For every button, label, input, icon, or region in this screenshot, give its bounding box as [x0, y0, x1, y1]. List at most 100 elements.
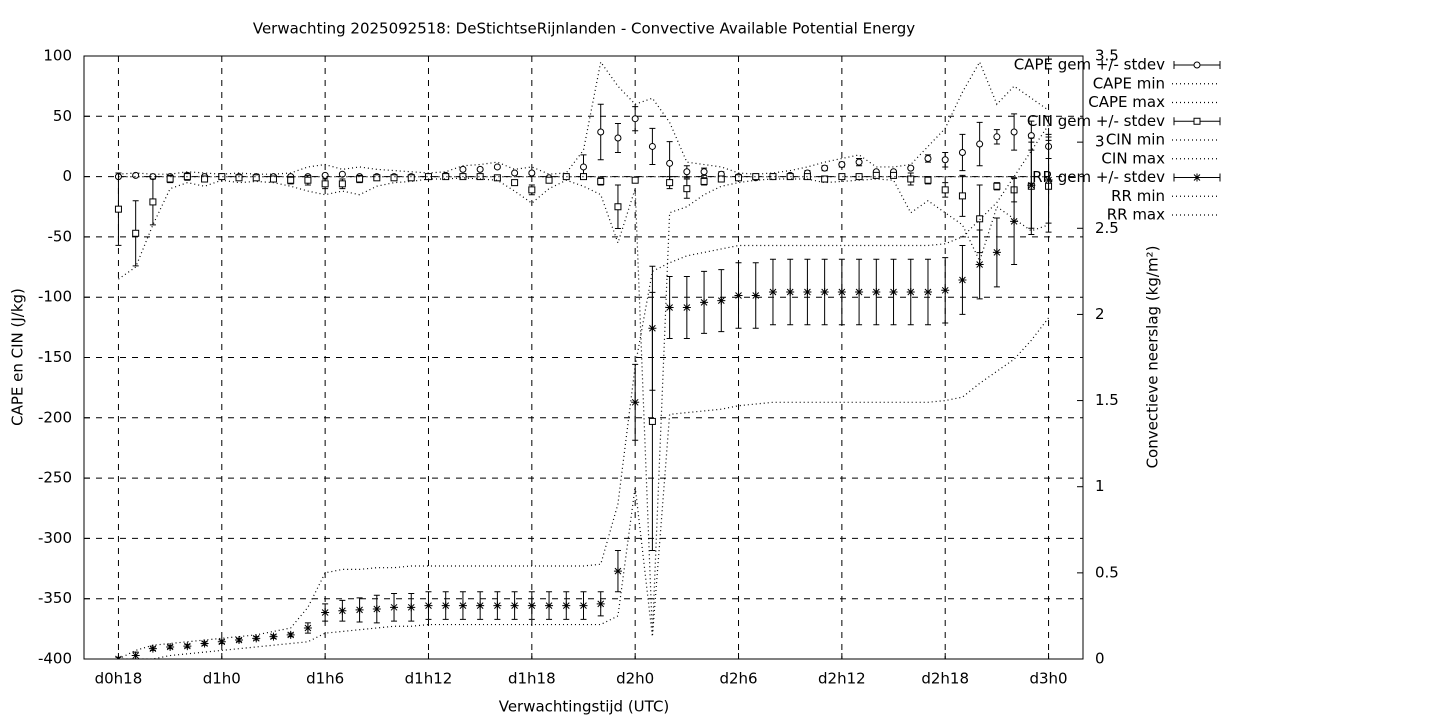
marker-star	[648, 324, 657, 333]
marker-square	[666, 179, 674, 187]
y-tick-label: -300	[38, 529, 72, 547]
x-axis-label: Verwachtingstijd (UTC)	[499, 698, 670, 716]
legend-marker	[1193, 173, 1201, 182]
marker-star	[527, 601, 536, 610]
marker-star	[1044, 176, 1053, 185]
marker-star	[837, 288, 846, 297]
marker-star	[510, 601, 519, 610]
range-line	[118, 177, 1049, 635]
marker-square	[752, 173, 760, 181]
marker-circle	[958, 148, 966, 156]
marker-circle	[476, 165, 484, 173]
marker-star	[975, 260, 984, 269]
y2-axis-label: Convectieve neerslag (kg/m²)	[1144, 246, 1162, 469]
marker-circle	[993, 133, 1001, 141]
marker-circle	[976, 140, 984, 148]
marker-star	[700, 298, 709, 307]
marker-square	[614, 203, 622, 211]
marker-star	[424, 601, 433, 610]
y-tick-label: -50	[48, 227, 73, 245]
marker-star	[751, 291, 760, 300]
marker-star	[286, 630, 295, 639]
marker-square	[356, 175, 364, 183]
marker-star	[200, 639, 209, 648]
marker-square	[269, 175, 277, 183]
legend-label: CIN max	[1101, 149, 1165, 167]
marker-star	[269, 632, 278, 641]
marker-square	[390, 174, 398, 182]
marker-star	[1010, 217, 1019, 226]
marker-square	[838, 173, 846, 181]
legend-label: CAPE gem +/- stdev	[1014, 56, 1165, 74]
legend-label: RR gem +/- stdev	[1032, 168, 1165, 186]
x-tick-label: d2h6	[719, 670, 757, 688]
marker-star	[303, 623, 312, 632]
marker-square	[821, 175, 829, 183]
y2-tick-label: 1.5	[1095, 391, 1119, 409]
marker-square	[252, 174, 260, 182]
marker-star	[476, 601, 485, 610]
marker-circle	[459, 165, 467, 173]
marker-star	[923, 288, 932, 297]
y2-tick-label: 1	[1095, 477, 1105, 495]
legend-label: CIN min	[1106, 131, 1165, 149]
marker-square	[373, 174, 381, 182]
marker-star	[596, 599, 605, 608]
x-tick-label: d2h12	[818, 670, 866, 688]
legend-marker	[1193, 61, 1201, 69]
marker-circle	[907, 164, 915, 172]
marker-star	[217, 637, 226, 646]
y2-tick-label: 3.5	[1095, 47, 1119, 65]
y-tick-label: -400	[38, 650, 72, 668]
marker-square	[648, 417, 656, 425]
marker-square	[735, 174, 743, 182]
marker-star	[958, 275, 967, 284]
marker-star	[148, 644, 157, 653]
marker-star	[252, 634, 261, 643]
y-tick-label: 100	[43, 47, 72, 65]
marker-square	[304, 176, 312, 184]
marker-square	[580, 173, 587, 181]
x-tick-label: d2h0	[616, 670, 654, 688]
marker-circle	[493, 163, 501, 171]
marker-square	[717, 175, 725, 183]
marker-circle	[631, 115, 639, 123]
x-tick-label: d1h12	[405, 670, 453, 688]
marker-circle	[132, 171, 140, 179]
marker-circle	[821, 164, 829, 172]
marker-star	[1027, 181, 1036, 190]
y2-tick-label: 0	[1095, 650, 1105, 668]
marker-square	[562, 173, 570, 181]
legend-label: CAPE min	[1093, 74, 1165, 92]
legend-label: RR max	[1107, 206, 1165, 224]
marker-square	[442, 173, 450, 181]
legend-label: CAPE max	[1088, 93, 1165, 111]
marker-circle	[614, 134, 622, 142]
x-tick-label: d1h0	[203, 670, 241, 688]
marker-star	[734, 291, 743, 300]
y-axis-label: CAPE en CIN (J/kg)	[9, 288, 27, 426]
range-line	[118, 124, 1050, 659]
chart-title: Verwachting 2025092518: DeStichtseRijnla…	[253, 20, 915, 38]
legend-label: CIN gem +/- stdev	[1027, 112, 1165, 130]
marker-star	[235, 636, 244, 645]
marker-square	[235, 174, 243, 182]
x-tick-label: d3h0	[1029, 670, 1067, 688]
marker-star	[493, 601, 502, 610]
marker-square	[769, 173, 777, 181]
marker-star	[717, 296, 726, 305]
marker-square	[407, 174, 415, 182]
legend-label: RR min	[1111, 187, 1165, 205]
marker-square	[924, 176, 932, 184]
marker-square	[545, 176, 553, 184]
marker-square	[890, 171, 898, 179]
y-tick-label: 0	[62, 167, 72, 185]
marker-circle	[941, 156, 949, 164]
x-tick-label: d1h18	[508, 670, 556, 688]
marker-star	[545, 601, 554, 610]
marker-square	[218, 173, 226, 181]
legend-marker	[1193, 117, 1201, 125]
y-tick-label: 50	[53, 107, 72, 125]
x-tick-label: d2h18	[921, 670, 969, 688]
marker-circle	[528, 169, 536, 177]
